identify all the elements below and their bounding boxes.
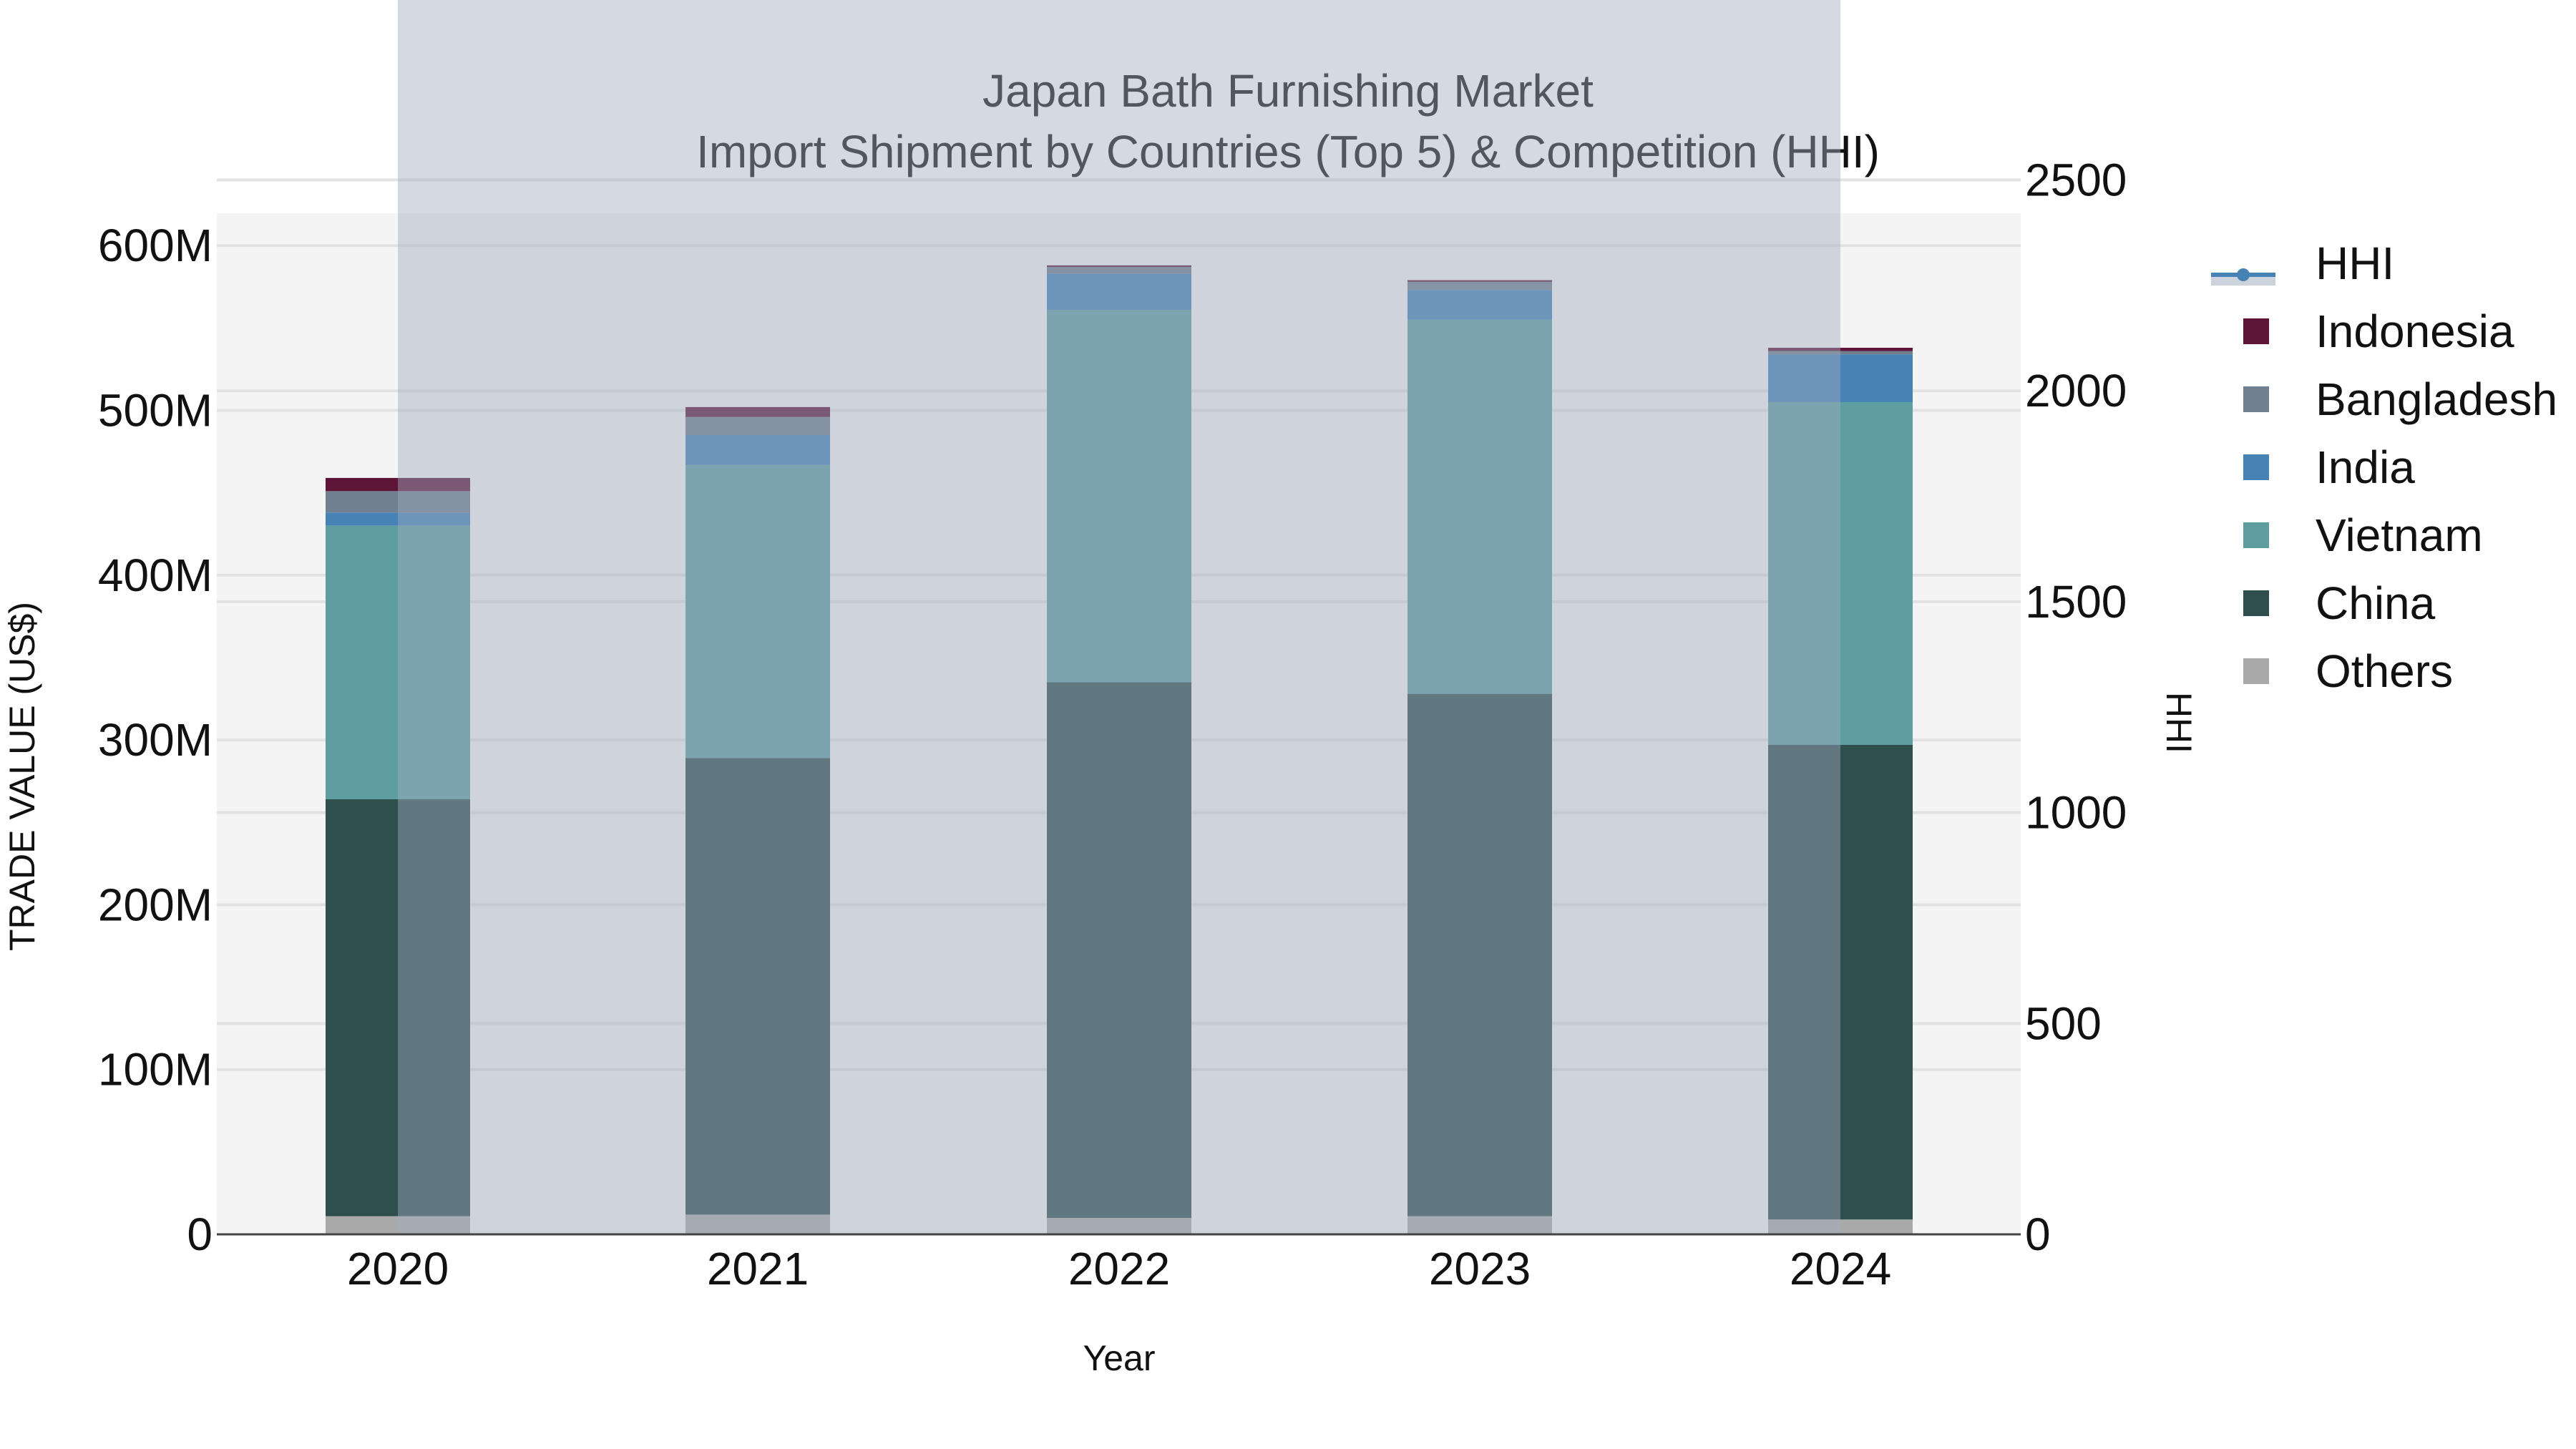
bar-segment-vietnam-2021[interactable] [686,464,830,758]
bar-segment-india-2024[interactable] [1768,354,1913,402]
hhi-area [398,0,1840,1234]
legend-swatch-icon [2243,386,2269,412]
bar-segment-bangladesh-2020[interactable] [326,491,470,513]
x-axis-title: Year [1083,1338,1155,1378]
legend-item-others[interactable]: Others [2211,637,2557,705]
legend-swatch-icon [2243,522,2269,548]
bar-segment-china-2021[interactable] [686,758,830,1215]
x-axis-ticks: 2020 2021 2022 2023 2024 [347,1243,1891,1294]
bar-segment-bangladesh-2023[interactable] [1407,281,1552,291]
stacked-bars[interactable] [326,265,1913,1234]
legend-swatch-icon [2243,454,2269,480]
legend-item-bangladesh[interactable]: Bangladesh [2211,365,2557,433]
y-tick-left: 600M [98,220,213,271]
y-axis-right-title: HHI [2159,692,2199,753]
x-tick: 2024 [1790,1243,1891,1294]
legend-label: Vietnam [2316,509,2483,561]
x-tick: 2022 [1068,1243,1170,1294]
y-tick-left: 500M [98,385,213,436]
y-tick-left: 0 [187,1209,213,1260]
legend-label: Indonesia [2316,305,2514,357]
bar-segment-vietnam-2022[interactable] [1047,310,1191,683]
bar-segment-india-2023[interactable] [1407,290,1552,320]
bar-segment-china-2023[interactable] [1407,693,1552,1216]
bar-segment-vietnam-2023[interactable] [1407,319,1552,694]
bar-segment-bangladesh-2021[interactable] [686,416,830,436]
y-tick-right: 1500 [2025,576,2127,628]
bar-segment-china-2020[interactable] [326,799,470,1216]
bar-segment-bangladesh-2022[interactable] [1047,267,1191,274]
y-tick-left: 400M [98,550,213,601]
y-tick-left: 300M [98,714,213,766]
chart-title-line1: Japan Bath Furnishing Market [0,64,2576,117]
y-tick-right: 500 [2025,997,2102,1049]
legend-item-indonesia[interactable]: Indonesia [2211,297,2557,365]
legend-label: China [2316,577,2436,629]
bar-segment-bangladesh-2024[interactable] [1768,351,1913,355]
chart-title-line2: Import Shipment by Countries (Top 5) & C… [0,125,2576,178]
legend-item-hhi[interactable]: HHI [2211,229,2557,297]
y-tick-left: 100M [98,1044,213,1096]
y-axis-right-ticks: 050010001500200025003000350040004500 [2025,155,2127,1261]
legend-label: Others [2316,645,2454,697]
y-tick-right: 2500 [2025,155,2127,206]
bar-segment-china-2024[interactable] [1768,745,1913,1220]
legend-item-china[interactable]: China [2211,569,2557,637]
bar-segment-indonesia-2022[interactable] [1047,265,1191,268]
legend-label: Bangladesh [2316,373,2558,425]
legend-swatch-icon [2243,658,2269,684]
y-tick-right: 0 [2025,1209,2051,1260]
x-tick: 2023 [1429,1243,1531,1294]
bar-segment-others-2024[interactable] [1768,1219,1913,1234]
bar-segment-others-2022[interactable] [1047,1217,1191,1234]
bar-segment-indonesia-2021[interactable] [686,406,830,417]
bar-segment-india-2021[interactable] [686,435,830,465]
legend-swatch-icon [2243,318,2269,344]
y-tick-right: 1000 [2025,787,2127,839]
bar-segment-india-2020[interactable] [326,512,470,526]
legend-item-vietnam[interactable]: Vietnam [2211,501,2557,569]
y-axis-left-title: TRADE VALUE (US$) [2,602,42,951]
hhi-line[interactable] [391,0,1847,1234]
bar-segment-china-2022[interactable] [1047,682,1191,1218]
bar-segment-vietnam-2020[interactable] [326,525,470,800]
bar-segment-indonesia-2023[interactable] [1407,280,1552,282]
x-tick: 2020 [347,1243,449,1294]
bar-segment-others-2023[interactable] [1407,1216,1552,1234]
legend-line-icon [2211,249,2275,286]
y-axis-left-ticks: 0 100M 200M 300M 400M 500M 600M [98,220,213,1260]
bar-segment-indonesia-2020[interactable] [326,477,470,492]
bar-segment-others-2021[interactable] [686,1214,830,1234]
bar-segment-vietnam-2024[interactable] [1768,401,1913,746]
bar-segment-india-2022[interactable] [1047,273,1191,311]
bar-segment-indonesia-2024[interactable] [1768,347,1913,351]
legend: HHI Indonesia Bangladesh India Vietnam China O… [2211,229,2557,705]
legend-label: HHI [2316,237,2395,289]
legend-swatch-icon [2243,590,2269,616]
bar-segment-others-2020[interactable] [326,1216,470,1234]
x-tick: 2021 [707,1243,809,1294]
legend-item-india[interactable]: India [2211,433,2557,501]
y-tick-right: 2000 [2025,365,2127,416]
legend-label: India [2316,441,2415,493]
y-tick-left: 200M [98,879,213,930]
